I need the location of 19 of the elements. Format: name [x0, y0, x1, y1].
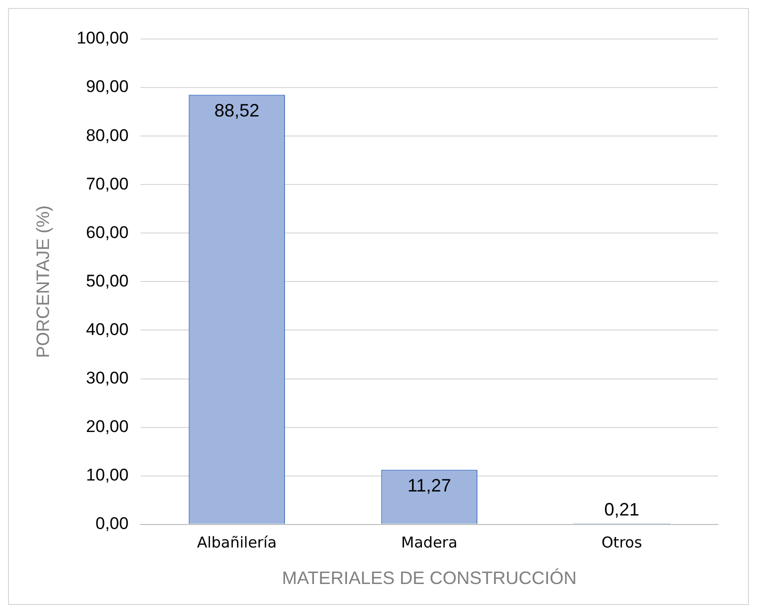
- x-tick-label: Albañilería: [196, 533, 277, 552]
- y-tick-label: 100,00: [76, 28, 129, 48]
- y-tick-label: 70,00: [86, 174, 129, 194]
- x-tick-label: Madera: [401, 533, 458, 552]
- data-label: 11,27: [407, 476, 452, 496]
- y-tick-label: 30,00: [86, 368, 129, 388]
- y-tick-label: 60,00: [86, 222, 129, 242]
- y-tick-label: 50,00: [86, 271, 129, 290]
- y-tick-label: 20,00: [86, 417, 129, 436]
- y-tick-label: 90,00: [86, 77, 129, 96]
- data-label: 88,52: [214, 100, 260, 121]
- y-tick-label: 0,00: [96, 514, 129, 534]
- x-axis-title: MATERIALES DE CONSTRUCCIÓN: [282, 568, 577, 588]
- y-tick-label: 10,00: [86, 466, 129, 485]
- y-tick-label: 40,00: [86, 320, 129, 339]
- y-tick-label: 80,00: [86, 126, 129, 145]
- data-label: 0,21: [604, 499, 640, 520]
- y-axis-title: PORCENTAJE (%): [32, 205, 53, 358]
- x-tick-label: Otros: [602, 533, 642, 552]
